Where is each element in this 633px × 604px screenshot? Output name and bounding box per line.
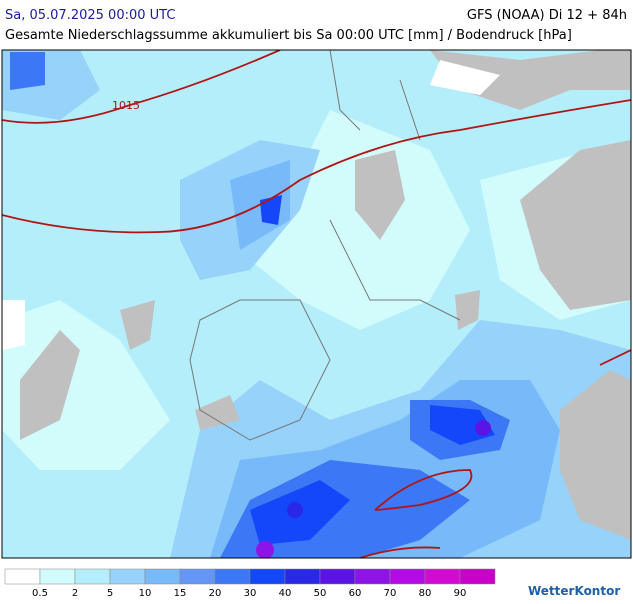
borders (189, 50, 461, 441)
legend-swatch (4, 568, 41, 585)
grey-area (560, 370, 631, 540)
legend-swatch (144, 568, 181, 585)
legend-swatch (459, 568, 496, 585)
subtitle: Gesamte Niederschlagssumme akkumuliert b… (5, 28, 572, 43)
legend-swatch (249, 568, 286, 585)
legend-label: 90 (454, 588, 467, 599)
date: Sa, 05.07.2025 00:00 UTC (5, 8, 175, 23)
legend-swatch (319, 568, 356, 585)
isobar (2, 50, 631, 558)
legend-label: 50 (314, 588, 327, 599)
legend-swatch (284, 568, 321, 585)
map: 1015 (1, 49, 632, 559)
isobar-label: 1015 (112, 99, 140, 112)
legend-swatch (424, 568, 461, 585)
legend-label: 30 (244, 588, 257, 599)
legend-swatch (214, 568, 251, 585)
rain-area (10, 52, 45, 90)
legend-swatch (354, 568, 391, 585)
rain-area (430, 405, 495, 445)
rain-core (475, 420, 491, 436)
white-area (430, 60, 500, 95)
grey-area (355, 150, 405, 240)
legend-label: 70 (384, 588, 397, 599)
logo: WetterKontor (528, 584, 620, 598)
map-frame (1, 49, 632, 559)
grey-area (455, 290, 480, 330)
legend-swatch (74, 568, 111, 585)
legend-label: 0.5 (32, 588, 48, 599)
legend-label: 10 (139, 588, 152, 599)
grey-area (20, 330, 80, 440)
grey-area (195, 395, 240, 430)
legend-swatch (109, 568, 146, 585)
legend-swatch (39, 568, 76, 585)
legend-label: 40 (279, 588, 292, 599)
white-area (2, 300, 25, 350)
grey-area (430, 50, 631, 110)
legend-label: 20 (209, 588, 222, 599)
legend-label: 80 (419, 588, 432, 599)
grey-area (120, 300, 155, 350)
model: GFS (NOAA) Di 12 + 84h (467, 8, 627, 23)
legend-swatch (179, 568, 216, 585)
rain-core (287, 502, 303, 518)
legend-label: 5 (107, 588, 113, 599)
legend-swatch (389, 568, 426, 585)
grey-area (520, 140, 631, 310)
legend: 0.5 2 5 10 15 20 30 40 50 60 70 80 90 (4, 568, 496, 599)
legend-label: 2 (72, 588, 78, 599)
legend-label: 15 (174, 588, 187, 599)
rain-core (256, 541, 274, 558)
legend-label: 60 (349, 588, 362, 599)
